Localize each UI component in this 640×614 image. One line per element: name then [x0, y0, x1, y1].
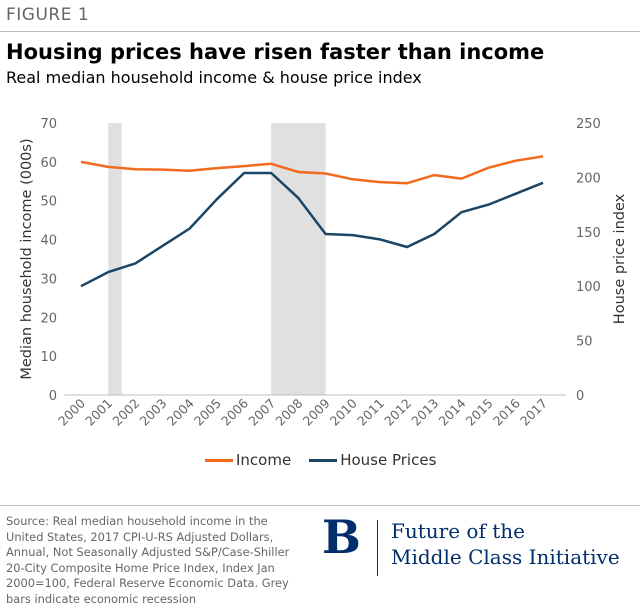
- y-tick-label: 70: [40, 117, 57, 132]
- y-tick-label: 60: [40, 156, 57, 171]
- y2-tick-label: 200: [576, 171, 601, 186]
- y-tick-label: 0: [49, 389, 57, 404]
- y2-tick-label: 0: [576, 389, 584, 404]
- x-tick-label: 2008: [272, 395, 305, 428]
- x-tick-label: 2006: [218, 395, 251, 428]
- x-tick-label: 2003: [137, 396, 170, 429]
- y2-tick-label: 100: [576, 280, 601, 295]
- x-tick-label: 2005: [191, 396, 224, 429]
- x-tick-label: 2016: [490, 395, 523, 428]
- recession-bar-1: [271, 123, 326, 395]
- x-tick-label: 2007: [245, 396, 278, 429]
- x-tick-label: 2009: [300, 395, 333, 428]
- y-tick-label: 40: [40, 234, 57, 249]
- x-tick-label: 2013: [408, 396, 441, 429]
- legend-swatch-income: [205, 458, 233, 462]
- legend-swatch-house-prices: [309, 458, 338, 462]
- legend-item-income: Income: [205, 451, 291, 469]
- source-note: Source: Real median household income in …: [6, 514, 290, 606]
- chart-area: 0102030405060700501001502002502000200120…: [19, 117, 628, 429]
- series-line-house-prices: [80, 171, 544, 288]
- x-tick-label: 2000: [55, 395, 88, 428]
- y2-tick-label: 50: [576, 335, 593, 350]
- chart-title: Housing prices have risen faster than in…: [6, 40, 545, 64]
- figure-label: FIGURE 1: [6, 5, 90, 25]
- top-divider: [0, 31, 640, 32]
- brand-line-1: Future of the: [391, 519, 525, 543]
- y-tick-label: 50: [40, 195, 57, 210]
- x-tick-label: 2012: [381, 396, 414, 429]
- x-tick-label: 2014: [435, 395, 468, 428]
- brand-logo-letter: B: [322, 510, 361, 564]
- x-tick-label: 2002: [109, 396, 142, 429]
- y-tick-label: 30: [40, 272, 57, 287]
- x-tick-label: 2011: [354, 396, 387, 429]
- y-axis-title: Median household income (000s): [19, 138, 35, 379]
- brand-line-2: Middle Class Initiative: [391, 545, 620, 569]
- brand-logo-divider: [377, 520, 378, 576]
- y-tick-label: 10: [40, 350, 57, 365]
- legend-label-house-prices: House Prices: [340, 451, 437, 469]
- x-tick-label: 2017: [517, 396, 550, 429]
- y-tick-label: 20: [40, 311, 57, 326]
- y2-tick-label: 150: [576, 226, 601, 241]
- chart-subtitle: Real median household income & house pri…: [6, 68, 422, 87]
- legend-item-house-prices: House Prices: [309, 451, 436, 469]
- x-tick-label: 2004: [164, 395, 197, 428]
- x-tick-label: 2015: [463, 396, 496, 429]
- bottom-divider: [0, 505, 640, 506]
- x-tick-label: 2001: [82, 396, 115, 429]
- x-tick-label: 2010: [327, 395, 360, 428]
- brand-logo-text: Future of the Middle Class Initiative: [391, 518, 620, 570]
- recession-bar-0: [108, 123, 122, 395]
- y2-axis-title: House price index: [612, 193, 628, 324]
- series-line-income: [80, 155, 544, 185]
- legend-label-income: Income: [236, 451, 292, 469]
- legend: Income House Prices: [205, 451, 454, 469]
- y2-tick-label: 250: [576, 117, 601, 132]
